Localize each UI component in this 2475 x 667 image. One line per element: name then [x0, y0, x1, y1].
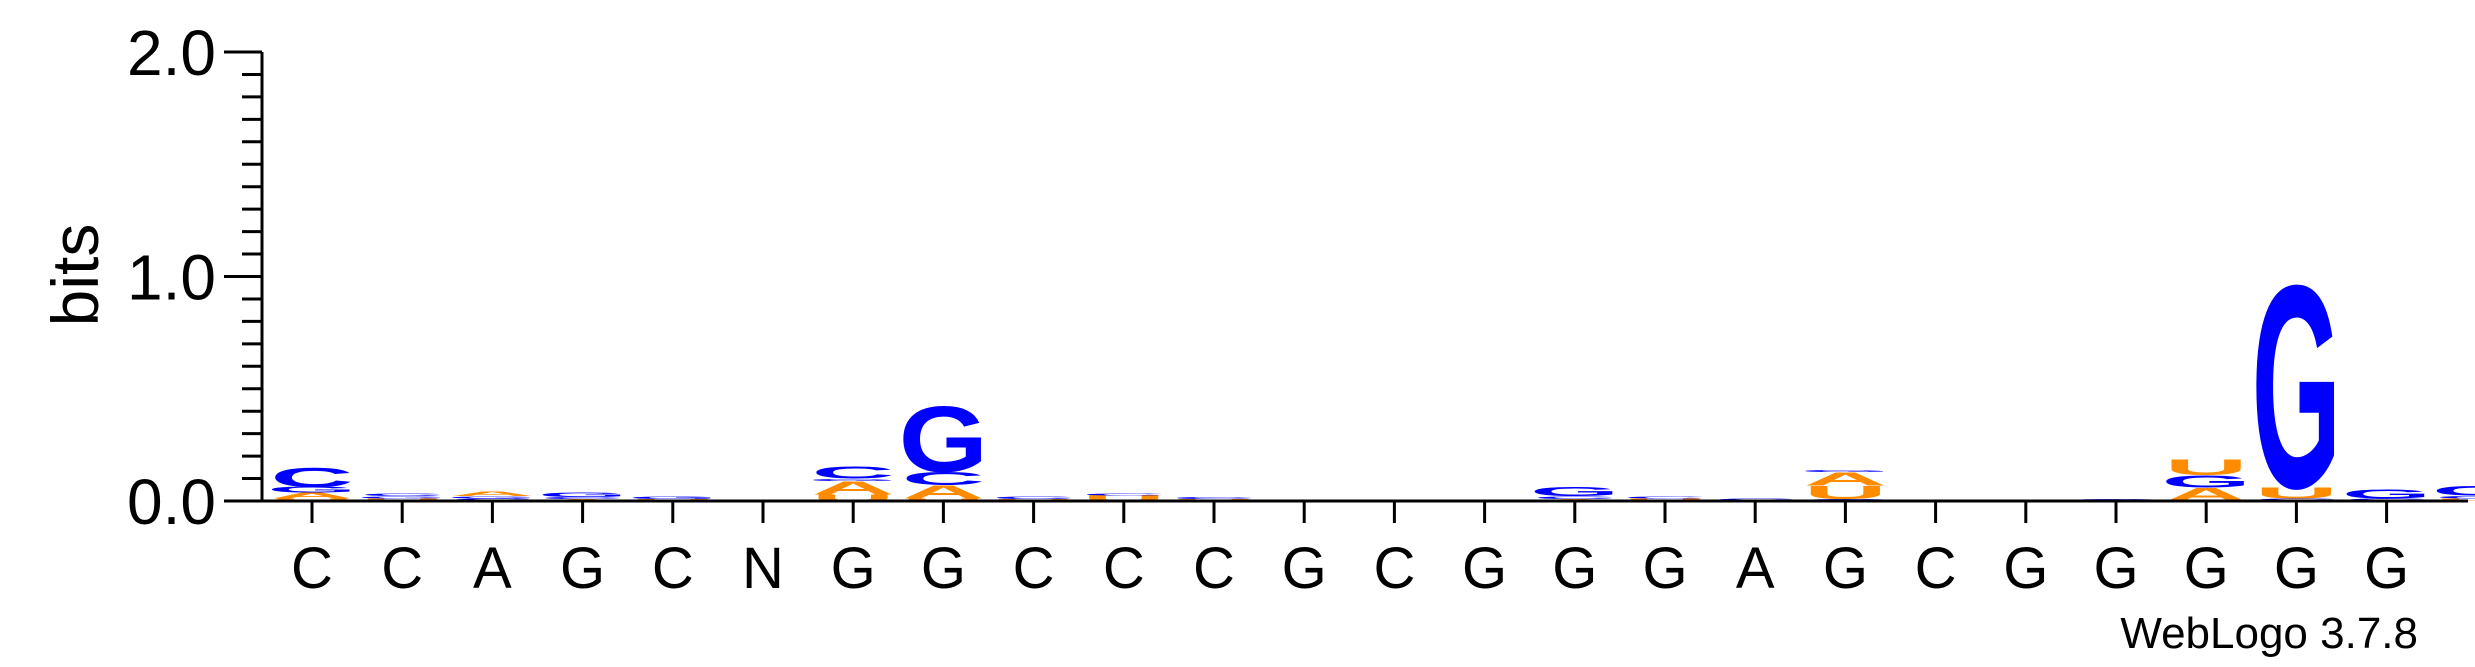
logo-letter-g: G [808, 478, 897, 481]
logo-letter-c: C [1623, 496, 1706, 499]
x-tick-label: G [2003, 536, 2048, 601]
x-tick-label: C [1915, 536, 1957, 601]
x-tick-label: C [291, 536, 333, 601]
logo-letter-c: C [1082, 493, 1165, 496]
x-tick-label: A [473, 536, 512, 601]
logo-letter-u: U [2255, 484, 2338, 501]
y-axis: 0.0 1.0 2.0 [127, 17, 264, 538]
logo-letter-u: U [2165, 455, 2248, 480]
logo-stacks: UAGCUGCCGAACGUGUAGCUACGUCUCUCACGUCCCUAGG… [267, 224, 2475, 549]
x-tick-label: G [1823, 536, 1868, 601]
logo-letter-g: G [2161, 472, 2250, 491]
x-tick-label: G [1462, 536, 1507, 601]
logo-letter-c: C [902, 468, 985, 489]
x-tick-label: G [2364, 536, 2409, 601]
logo-letter-c: C [361, 493, 444, 497]
x-tick-label: N [742, 536, 784, 601]
x-tick-label: G [560, 536, 605, 601]
logo-letter-g: G [2342, 487, 2431, 501]
logo-letter-g: G [267, 486, 357, 495]
x-tick-label: G [1282, 536, 1327, 601]
x-tick-label: G [2093, 536, 2138, 601]
x-tick-label: C [1013, 536, 1055, 601]
logo-letter-a: A [812, 477, 895, 498]
x-tick-label: G [1552, 536, 1597, 601]
logo-letter-c: C [270, 462, 353, 493]
x-tick-label: G [1642, 536, 1687, 601]
logo-letter-c: C [992, 495, 1075, 499]
logo-letter-g: G [2252, 224, 2341, 549]
x-tick-label: G [831, 536, 876, 601]
logo-letter-c: C [541, 496, 624, 499]
logo-letter-g: G [538, 491, 627, 498]
logo-letter-a: A [1804, 468, 1887, 489]
x-tick-label: C [652, 536, 694, 601]
logo-letter-u: U [1082, 494, 1165, 503]
x-tick-label: C [1103, 536, 1145, 601]
x-tick-label: C [1193, 536, 1235, 601]
x-tick-label: G [2274, 536, 2319, 601]
logo-letter-g: G [899, 388, 989, 492]
logo-letter-c: C [812, 463, 895, 482]
logo-letter-c: C [1172, 497, 1255, 500]
logo-letter-g: G [448, 496, 537, 499]
logo-letter-a: A [451, 490, 534, 498]
x-tick-label: G [2184, 536, 2229, 601]
logo-letter-g: G [1801, 470, 1890, 473]
y-axis-label: bits [38, 224, 112, 327]
logo-letter-u: U [812, 493, 895, 503]
y-tick-label: 0.0 [127, 466, 216, 538]
logo-letter-g: G [1530, 485, 1619, 499]
x-tick-label: C [381, 536, 423, 601]
logo-letter-g: G [357, 496, 446, 499]
weblogo-version-label: WebLogo 3.7.8 [2120, 609, 2418, 658]
logo-letter-g: G [2432, 483, 2475, 499]
logo-letter-g: G [628, 496, 717, 500]
logo-letter-c: C [2435, 495, 2475, 499]
logo-letter-c: C [1533, 495, 1616, 499]
x-tick-label: A [1736, 536, 1775, 601]
logo-letter-u: U [1804, 482, 1887, 503]
y-tick-label: 1.0 [127, 242, 216, 314]
y-tick-label: 2.0 [127, 17, 216, 89]
logo-letter-a: A [902, 482, 985, 503]
logo-letter-a: A [270, 491, 353, 500]
x-tick-label: G [921, 536, 966, 601]
x-tick-label: C [1373, 536, 1415, 601]
